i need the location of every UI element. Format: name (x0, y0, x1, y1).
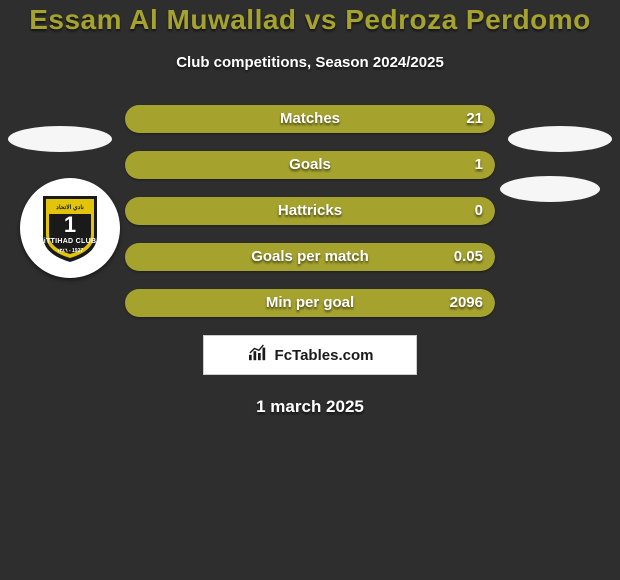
stat-row: Hattricks0 (125, 197, 495, 225)
date-label: 1 march 2025 (0, 397, 620, 417)
stat-label: Hattricks (125, 197, 495, 225)
subtitle: Club competitions, Season 2024/2025 (0, 54, 620, 71)
badge-number: 1 (39, 212, 101, 238)
stat-value-right: 2096 (450, 289, 483, 317)
stat-row: Min per goal2096 (125, 289, 495, 317)
page-title: Essam Al Muwallad vs Pedroza Perdomo (0, 0, 620, 36)
badge-year: ١٣٤٦ - 1927 (39, 248, 101, 254)
chart-icon (247, 344, 269, 366)
infographic-canvas: Essam Al Muwallad vs Pedroza Perdomo Clu… (0, 0, 620, 580)
stat-label: Goals per match (125, 243, 495, 271)
stat-value-right: 0 (475, 197, 483, 225)
stat-value-right: 1 (475, 151, 483, 179)
stat-row: Goals per match0.05 (125, 243, 495, 271)
badge-arabic: نادي الاتحاد (39, 204, 101, 211)
stat-label: Goals (125, 151, 495, 179)
stats-container: Matches21 Goals1 Hattricks0 Goals per match… (125, 105, 495, 317)
stat-value-right: 21 (466, 105, 483, 133)
watermark-text: FcTables.com (275, 347, 374, 364)
stat-label: Min per goal (125, 289, 495, 317)
stat-value-right: 0.05 (454, 243, 483, 271)
stat-label: Matches (125, 105, 495, 133)
watermark: FcTables.com (203, 335, 417, 375)
oval-top-left (8, 126, 112, 152)
stat-row: Matches21 (125, 105, 495, 133)
club-badge: نادي الاتحاد 1 iTTIHAD CLUB ١٣٤٦ - 1927 (20, 178, 120, 278)
stat-row: Goals1 (125, 151, 495, 179)
shield-icon: نادي الاتحاد 1 iTTIHAD CLUB ١٣٤٦ - 1927 (39, 192, 101, 264)
badge-club: iTTIHAD CLUB (39, 238, 101, 245)
oval-top-right (508, 126, 612, 152)
oval-mid-right (500, 176, 600, 202)
